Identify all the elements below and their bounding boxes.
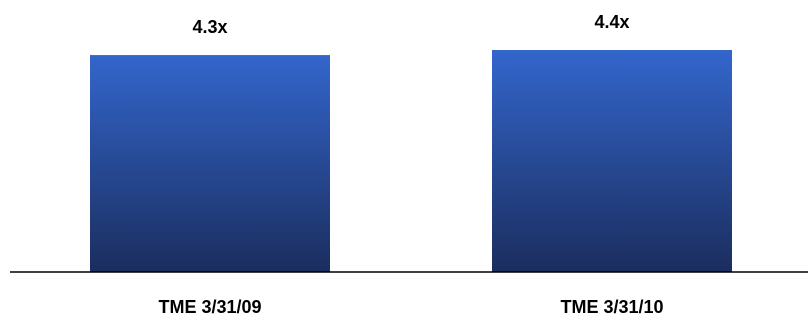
data-label-2: 4.4x — [594, 12, 629, 32]
bar-1 — [90, 55, 330, 272]
data-label-1: 4.3x — [192, 17, 227, 37]
category-label-2: TME 3/31/10 — [560, 297, 663, 317]
bar-2 — [492, 50, 732, 272]
bars-layer — [90, 50, 732, 272]
labels-layer: 4.3x TME 3/31/09 4.4x TME 3/31/10 — [158, 12, 663, 317]
category-label-1: TME 3/31/09 — [158, 297, 261, 317]
